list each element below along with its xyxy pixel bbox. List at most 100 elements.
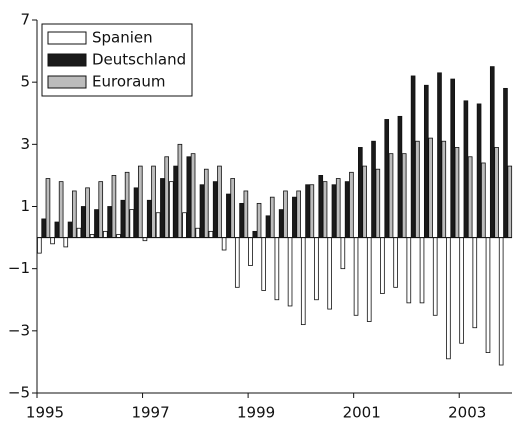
bar — [428, 137, 433, 238]
bar — [393, 237, 398, 288]
bar — [467, 156, 473, 238]
bar — [80, 206, 86, 238]
bar — [410, 75, 416, 238]
bar — [221, 237, 227, 251]
bar — [72, 190, 77, 238]
bar — [169, 181, 174, 238]
y-tick-label: 5 — [20, 73, 30, 91]
bar — [476, 103, 482, 238]
bar — [362, 165, 367, 238]
bar — [160, 178, 165, 238]
bar — [349, 171, 354, 238]
bar — [230, 178, 235, 238]
bar — [353, 237, 359, 316]
bar — [248, 237, 253, 266]
bar — [503, 87, 508, 238]
bar — [146, 199, 152, 238]
bar — [111, 175, 117, 238]
legend-swatch — [47, 75, 87, 89]
bar — [182, 212, 187, 238]
y-tick-label: −1 — [8, 259, 30, 277]
bar — [375, 168, 381, 238]
bar — [45, 178, 51, 238]
bar — [67, 221, 73, 238]
bar — [239, 202, 244, 238]
bar — [441, 140, 447, 238]
bar — [37, 237, 42, 254]
bar — [234, 237, 240, 288]
bar — [437, 72, 442, 238]
bar — [344, 181, 350, 238]
bar — [269, 196, 275, 238]
bar — [212, 181, 218, 238]
bar — [309, 184, 315, 238]
legend-swatch — [47, 53, 87, 67]
bar — [300, 237, 306, 326]
bar — [494, 147, 499, 238]
bar — [50, 237, 55, 245]
bar — [173, 165, 178, 238]
bar — [195, 227, 201, 238]
bar — [190, 153, 196, 238]
bar — [41, 218, 46, 238]
bar — [94, 209, 99, 238]
bar — [287, 237, 293, 307]
bar — [186, 156, 192, 238]
bar — [199, 184, 205, 238]
bar — [177, 143, 183, 238]
bar — [340, 237, 346, 270]
y-tick-label: 3 — [20, 135, 30, 153]
bar — [274, 237, 280, 301]
bar — [217, 165, 222, 238]
bar — [226, 193, 231, 238]
bar — [76, 227, 82, 238]
bar — [419, 237, 425, 304]
x-tick-label: 1999 — [237, 404, 275, 422]
y-tick-label: −3 — [8, 321, 30, 339]
bar — [327, 237, 332, 310]
bar — [358, 147, 363, 238]
bar — [406, 237, 412, 304]
bar — [481, 162, 486, 238]
bar — [318, 175, 324, 238]
bar — [507, 165, 513, 238]
bar — [256, 202, 262, 238]
bar — [322, 181, 328, 238]
bar — [129, 209, 135, 238]
bar — [401, 153, 407, 238]
bar — [384, 119, 390, 238]
bar — [331, 184, 337, 238]
bar — [423, 84, 429, 238]
bar — [107, 206, 112, 238]
legend-label: Spanien — [92, 29, 153, 47]
bar — [459, 237, 464, 344]
bar — [133, 187, 139, 238]
bar — [208, 230, 214, 238]
bar — [292, 196, 297, 238]
bar — [155, 212, 161, 238]
bar — [450, 78, 456, 238]
bar — [278, 209, 284, 238]
bar — [397, 115, 403, 238]
legend-swatch — [47, 31, 87, 45]
bar — [164, 156, 170, 238]
bar — [203, 168, 209, 238]
bar — [252, 230, 258, 238]
bar — [371, 140, 376, 238]
bar — [463, 100, 469, 238]
bar — [296, 190, 301, 238]
x-tick-label: 1997 — [131, 404, 169, 422]
bar — [265, 215, 271, 238]
bar — [314, 237, 319, 301]
legend-label: Deutschland — [92, 51, 186, 69]
bar — [366, 237, 372, 322]
bar — [103, 230, 108, 238]
bar — [335, 178, 341, 238]
bar — [446, 237, 451, 360]
bar — [454, 147, 460, 238]
x-tick-label: 2003 — [448, 404, 486, 422]
y-tick-label: −5 — [8, 384, 30, 402]
bar — [485, 237, 491, 353]
bar — [98, 181, 104, 238]
